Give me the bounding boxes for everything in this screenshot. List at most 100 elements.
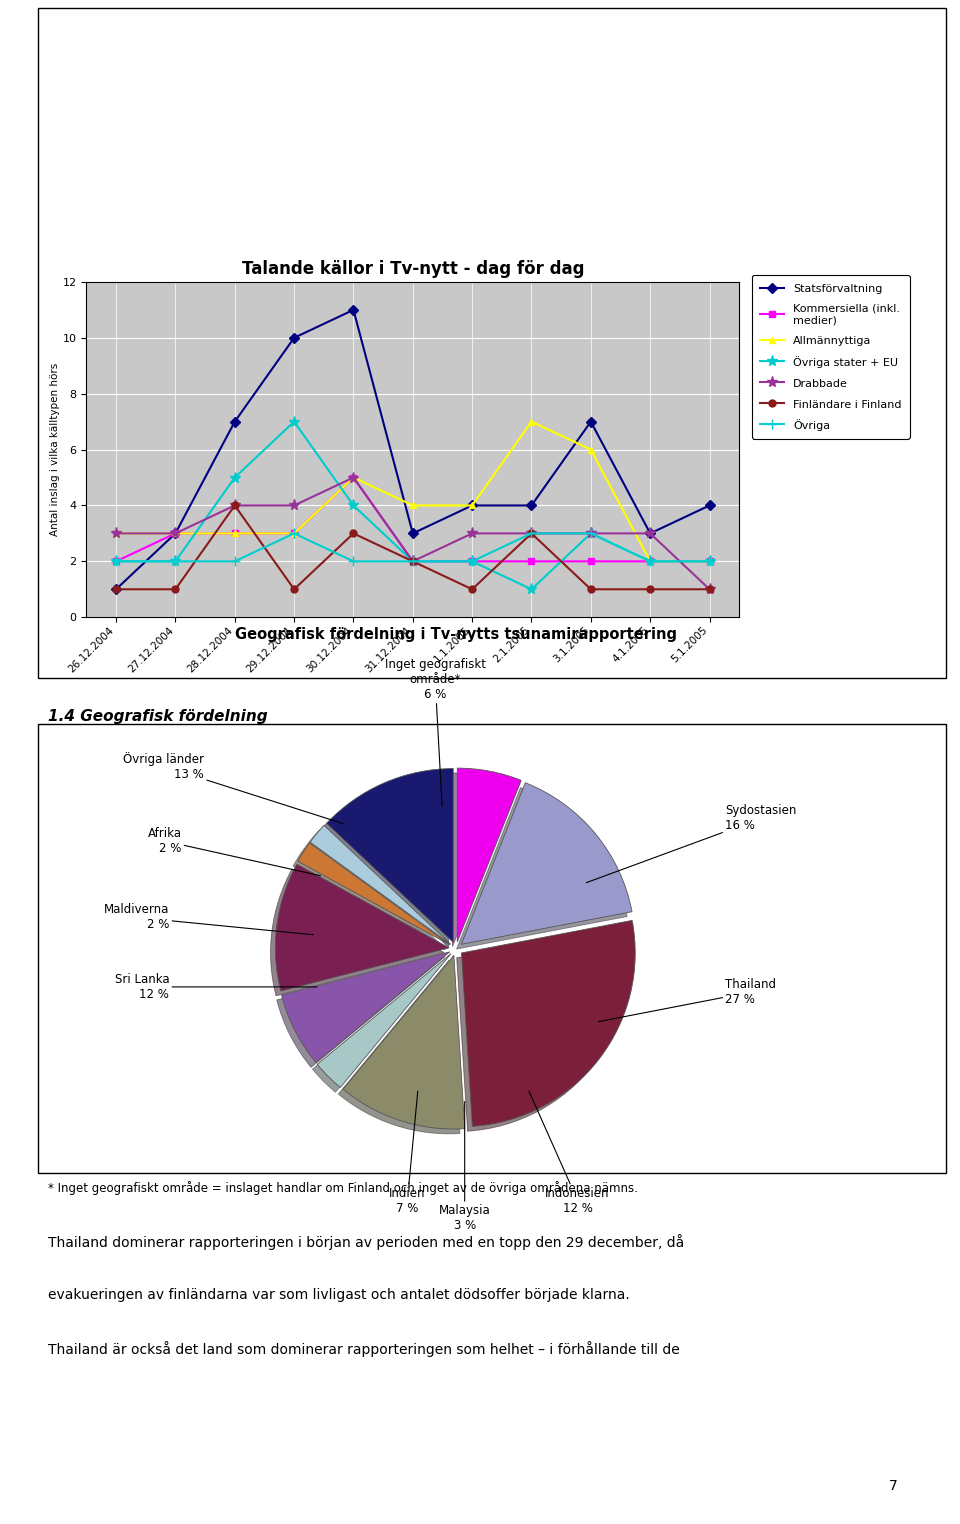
Statsförvaltning: [170, 524, 181, 543]
Kommersiella (inkl.
medier): [644, 552, 656, 570]
Text: Indonesien
12 %: Indonesien 12 %: [529, 1091, 610, 1215]
Övriga stater + EU: [170, 552, 181, 570]
Övriga: [348, 552, 359, 570]
Kommersiella (inkl.
medier): [407, 552, 419, 570]
Övriga stater + EU: [526, 581, 538, 599]
Kommersiella (inkl.
medier): [526, 552, 538, 570]
Wedge shape: [326, 768, 453, 942]
Y-axis label: Antal inslag i vilka källtypen hörs: Antal inslag i vilka källtypen hörs: [50, 363, 60, 536]
Line: Statsförvaltning: Statsförvaltning: [112, 306, 713, 593]
Övriga: [467, 552, 478, 570]
Wedge shape: [281, 952, 450, 1062]
Övriga stater + EU: [585, 524, 596, 543]
Finländare i Finland: [288, 581, 300, 599]
Text: evakueringen av finländarna var som livligast och antalet dödsoffer började klar: evakueringen av finländarna var som livl…: [48, 1288, 630, 1301]
Allmännyttiga: [585, 440, 596, 459]
Drabbade: [526, 524, 538, 543]
Statsförvaltning: [644, 524, 656, 543]
Drabbade: [110, 524, 122, 543]
Övriga: [170, 552, 181, 570]
Wedge shape: [317, 954, 451, 1088]
Finländare i Finland: [467, 581, 478, 599]
Text: Sydostasien
16 %: Sydostasien 16 %: [587, 805, 797, 882]
Finländare i Finland: [526, 524, 538, 543]
Drabbade: [704, 581, 715, 599]
Övriga stater + EU: [704, 552, 715, 570]
Finländare i Finland: [110, 581, 122, 599]
Drabbade: [407, 552, 419, 570]
Övriga: [288, 524, 300, 543]
Text: 7: 7: [888, 1478, 898, 1494]
Text: Malaysia
3 %: Malaysia 3 %: [439, 1102, 491, 1231]
Finländare i Finland: [229, 497, 241, 515]
Kommersiella (inkl.
medier): [585, 552, 596, 570]
Text: Inget geografiskt
område*
6 %: Inget geografiskt område* 6 %: [385, 658, 486, 806]
Finländare i Finland: [407, 552, 419, 570]
Text: Indien
7 %: Indien 7 %: [389, 1091, 425, 1215]
Text: Thailand är också det land som dominerar rapporteringen som helhet – i förhållan: Thailand är också det land som dominerar…: [48, 1341, 680, 1356]
Allmännyttiga: [644, 552, 656, 570]
Allmännyttiga: [407, 497, 419, 515]
Line: Finländare i Finland: Finländare i Finland: [112, 501, 713, 593]
Övriga: [585, 524, 596, 543]
Drabbade: [288, 497, 300, 515]
Allmännyttiga: [704, 552, 715, 570]
Övriga: [704, 552, 715, 570]
Line: Allmännyttiga: Allmännyttiga: [112, 418, 713, 565]
Drabbade: [644, 524, 656, 543]
Finländare i Finland: [644, 581, 656, 599]
Kommersiella (inkl.
medier): [704, 552, 715, 570]
Statsförvaltning: [526, 497, 538, 515]
Statsförvaltning: [467, 497, 478, 515]
Allmännyttiga: [467, 497, 478, 515]
Allmännyttiga: [288, 524, 300, 543]
Line: Drabbade: Drabbade: [110, 472, 715, 594]
Kommersiella (inkl.
medier): [110, 552, 122, 570]
Text: 1.4 Geografisk fördelning: 1.4 Geografisk fördelning: [48, 709, 268, 724]
Title: Geografisk fördelning i Tv-nytts tsunamirapportering: Geografisk fördelning i Tv-nytts tsunami…: [235, 628, 677, 643]
Line: Kommersiella (inkl.
medier): Kommersiella (inkl. medier): [112, 474, 713, 565]
Allmännyttiga: [526, 413, 538, 431]
Drabbade: [229, 497, 241, 515]
Line: Övriga: Övriga: [111, 529, 714, 567]
Wedge shape: [457, 768, 521, 942]
Text: Thailand
27 %: Thailand 27 %: [598, 978, 777, 1021]
Kommersiella (inkl.
medier): [170, 524, 181, 543]
Allmännyttiga: [348, 468, 359, 486]
Övriga: [229, 552, 241, 570]
Kommersiella (inkl.
medier): [467, 552, 478, 570]
Wedge shape: [462, 920, 636, 1126]
Text: Maldiverna
2 %: Maldiverna 2 %: [104, 904, 314, 934]
Kommersiella (inkl.
medier): [288, 524, 300, 543]
Statsförvaltning: [110, 581, 122, 599]
Wedge shape: [462, 783, 632, 945]
Text: * Inget geografiskt område = inslaget handlar om Finland och inget av de övriga : * Inget geografiskt område = inslaget ha…: [48, 1181, 637, 1195]
Text: Thailand dominerar rapporteringen i början av perioden med en topp den 29 decemb: Thailand dominerar rapporteringen i börj…: [48, 1234, 684, 1250]
Finländare i Finland: [348, 524, 359, 543]
Drabbade: [467, 524, 478, 543]
Finländare i Finland: [704, 581, 715, 599]
Finländare i Finland: [585, 581, 596, 599]
Title: Talande källor i Tv-nytt - dag för dag: Talande källor i Tv-nytt - dag för dag: [242, 259, 584, 277]
Wedge shape: [298, 843, 450, 945]
Övriga: [110, 552, 122, 570]
Övriga: [407, 552, 419, 570]
Text: Övriga länder
13 %: Övriga länder 13 %: [123, 751, 343, 823]
Legend: Statsförvaltning, Kommersiella (inkl.
medier), Allmännyttiga, Övriga stater + EU: Statsförvaltning, Kommersiella (inkl. me…: [753, 276, 910, 439]
Wedge shape: [343, 956, 465, 1129]
Kommersiella (inkl.
medier): [348, 468, 359, 486]
Statsförvaltning: [288, 329, 300, 347]
Allmännyttiga: [110, 524, 122, 543]
Övriga stater + EU: [229, 468, 241, 486]
Wedge shape: [276, 864, 449, 991]
Drabbade: [585, 524, 596, 543]
Statsförvaltning: [585, 413, 596, 431]
Allmännyttiga: [229, 524, 241, 543]
Finländare i Finland: [170, 581, 181, 599]
Övriga: [526, 524, 538, 543]
Övriga stater + EU: [110, 552, 122, 570]
Kommersiella (inkl.
medier): [229, 524, 241, 543]
Övriga: [644, 552, 656, 570]
Övriga stater + EU: [407, 552, 419, 570]
Statsförvaltning: [229, 413, 241, 431]
